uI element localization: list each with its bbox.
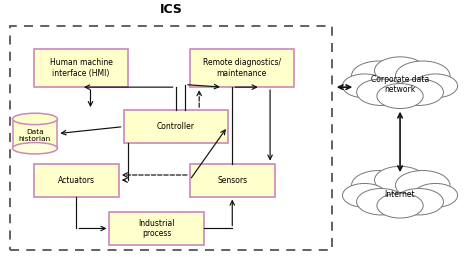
- Text: Sensors: Sensors: [217, 176, 247, 185]
- Text: Human machine
interface (HMI): Human machine interface (HMI): [50, 58, 112, 78]
- Circle shape: [413, 74, 457, 98]
- Circle shape: [395, 170, 450, 200]
- Circle shape: [352, 61, 406, 90]
- Text: Industrial
process: Industrial process: [138, 219, 175, 238]
- FancyBboxPatch shape: [34, 164, 119, 197]
- FancyBboxPatch shape: [34, 49, 128, 87]
- Circle shape: [356, 188, 406, 215]
- FancyBboxPatch shape: [109, 212, 204, 245]
- Circle shape: [374, 57, 426, 84]
- Text: Controller: Controller: [156, 122, 194, 131]
- Text: Actuators: Actuators: [58, 176, 95, 185]
- Circle shape: [343, 74, 387, 98]
- Bar: [12, 119, 57, 148]
- Circle shape: [394, 188, 444, 215]
- Circle shape: [377, 193, 423, 218]
- Circle shape: [394, 79, 444, 105]
- Text: ICS: ICS: [159, 3, 182, 16]
- Text: Data
historian: Data historian: [19, 129, 51, 141]
- Text: Corporate data
network: Corporate data network: [371, 75, 429, 94]
- FancyBboxPatch shape: [190, 164, 275, 197]
- Circle shape: [352, 170, 406, 200]
- Text: Remote diagnostics/
maintenance: Remote diagnostics/ maintenance: [203, 58, 281, 78]
- Circle shape: [356, 79, 406, 105]
- Circle shape: [374, 166, 426, 194]
- Ellipse shape: [12, 113, 57, 125]
- Text: Internet: Internet: [385, 189, 415, 199]
- FancyBboxPatch shape: [124, 110, 228, 143]
- Ellipse shape: [12, 143, 57, 154]
- Circle shape: [377, 84, 423, 109]
- Bar: [10, 26, 331, 250]
- Circle shape: [413, 183, 457, 207]
- Circle shape: [395, 61, 450, 90]
- FancyBboxPatch shape: [190, 49, 294, 87]
- Circle shape: [343, 183, 387, 207]
